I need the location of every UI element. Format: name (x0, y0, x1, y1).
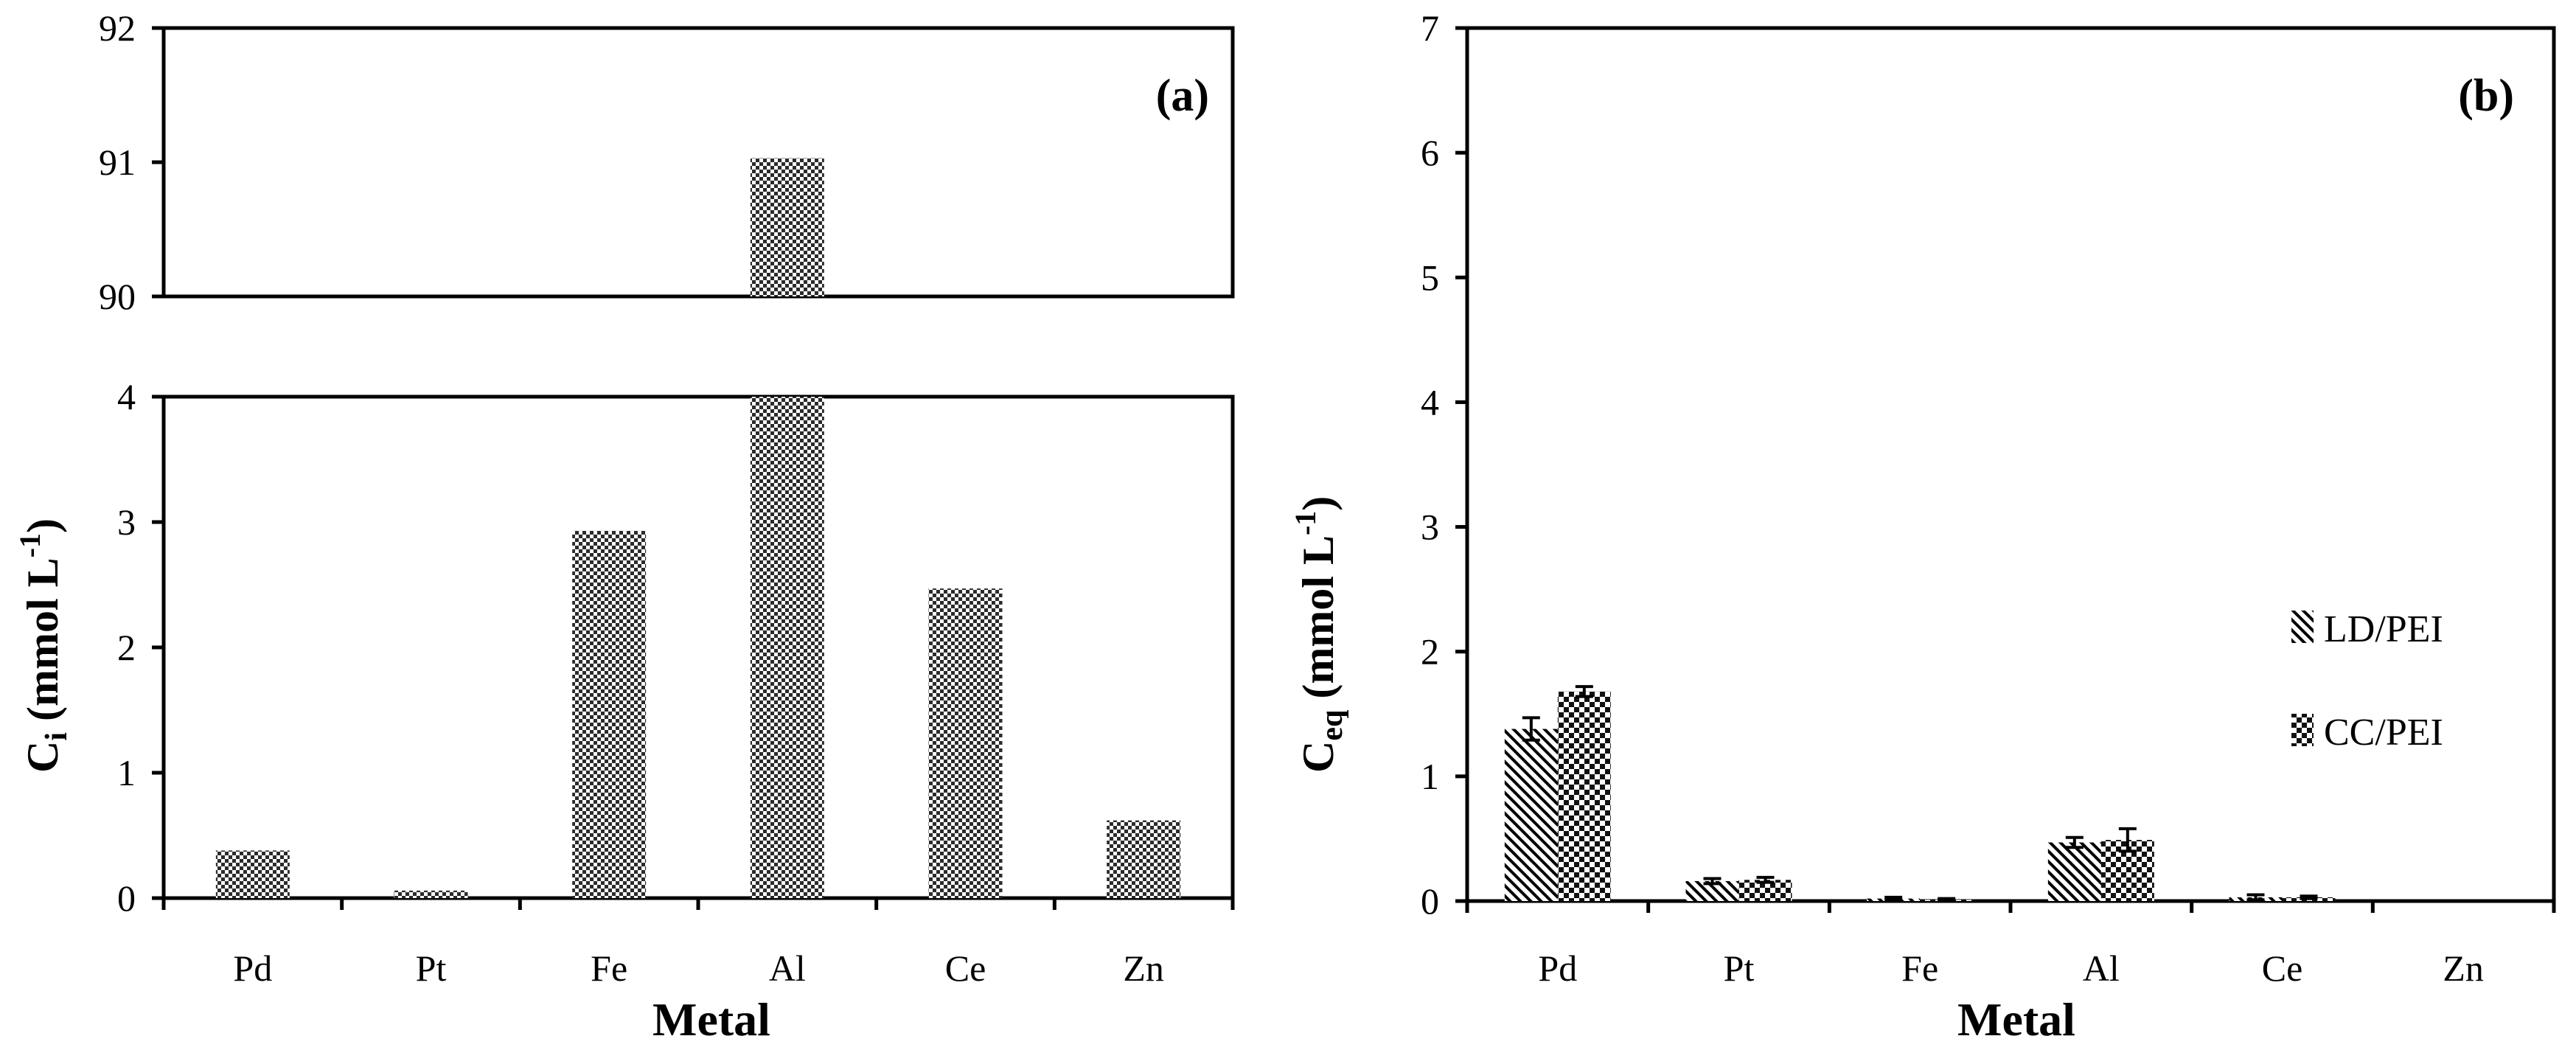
bar-ci-zn (1107, 820, 1181, 898)
bar-cc-pei-pd (1557, 691, 1611, 901)
panel-a-bars (215, 158, 1181, 898)
errorbar-ld-pei-pd (1522, 716, 1540, 742)
errorbar-ld-pei-ce (2246, 893, 2265, 902)
bar-ci-al-lower (750, 397, 824, 898)
panel-a-ylabel-main: C (18, 741, 67, 773)
panel-a-ylabel-unit: (mmol L (18, 557, 67, 732)
panel-b-xtick-al: Al (2083, 948, 2120, 989)
panel-a-x-tick-labels: Pd Pt Fe Al Ce Zn (233, 948, 1164, 989)
errorbar-cc-pei-pd (1575, 685, 1593, 698)
panel-b-y-tick-labels: 0 1 2 3 4 5 6 7 (1421, 7, 1439, 922)
errorbar-cc-pei-al (2118, 827, 2137, 853)
panel-a-ytick-90: 90 (99, 276, 136, 317)
panel-a-x-axis-title: Metal (652, 993, 770, 1046)
errorbar-cc-pei-fe (1938, 897, 1956, 903)
bar-ld-pei-al (2047, 842, 2101, 901)
panel-a-ytick-3: 3 (117, 501, 136, 543)
panel-b-xtick-ce: Ce (2262, 948, 2303, 989)
panel-b: Pd Pt Fe Al Ce Zn 0 1 2 3 4 5 6 7 (b) Metal Ceq (mmo… (1289, 7, 2556, 1046)
panel-b-ytick-7: 7 (1421, 7, 1439, 49)
panel-a-ytick-4: 4 (117, 376, 136, 417)
panel-a-xtick-zn: Zn (1123, 948, 1164, 989)
panel-a-xtick-pt: Pt (416, 948, 447, 989)
panel-b-ytick-5: 5 (1421, 257, 1439, 298)
panel-a-y-axis-title: Ci (mmol L-1) (13, 518, 74, 773)
panel-b-ylabel-sup: -1 (1289, 511, 1322, 535)
panel-a-ylabel-sup: -1 (13, 533, 46, 557)
panel-b-ytick-2: 2 (1421, 631, 1439, 672)
bar-ci-al-upper (750, 158, 824, 296)
panel-a-ytick-2: 2 (117, 627, 136, 668)
bar-ci-pt (394, 890, 468, 898)
bar-ld-pei-pd (1504, 729, 1558, 901)
panel-b-ylabel-main: C (1294, 741, 1343, 773)
panel-a-xtick-al: Al (769, 948, 806, 989)
panel-b-xtick-pt: Pt (1724, 948, 1755, 989)
legend-swatch-cc-pei (2291, 714, 2314, 746)
panel-b-frame (1465, 26, 2556, 903)
panel-a-xtick-pd: Pd (233, 948, 272, 989)
panel-b-label: (b) (2458, 71, 2514, 121)
panel-b-x-axis-title: Metal (1957, 993, 2075, 1046)
errorbar-ld-pei-al (2065, 835, 2084, 849)
panel-b-y-axis-title: Ceq (mmol L-1) (1289, 496, 1349, 773)
panel-b-bars (1504, 691, 2336, 901)
panel-b-ylabel-sub: eq (1315, 710, 1349, 741)
panel-a-label: (a) (1156, 71, 1209, 121)
panel-a-lower-axes (152, 394, 1235, 910)
panel-a-ylabel-sub: i (40, 732, 74, 741)
svg-text:Ceq (mmol L-1): Ceq (mmol L-1) (1289, 496, 1349, 773)
panel-a-upper-frame (161, 26, 1235, 299)
bar-ci-ce (928, 588, 1003, 898)
panel-b-error-bars (1522, 685, 2318, 903)
panel-b-ylabel-unit: (mmol L (1294, 535, 1343, 710)
panel-a-ytick-1: 1 (117, 752, 136, 793)
panel-a-ylabel-close: ) (18, 518, 67, 533)
panel-b-ytick-1: 1 (1421, 756, 1439, 797)
bar-ci-fe (572, 530, 647, 898)
panel-a-ytick-92: 92 (99, 7, 136, 49)
panel-b-ytick-3: 3 (1421, 507, 1439, 548)
panel-b-ytick-0: 0 (1421, 880, 1439, 922)
errorbar-ld-pei-pt (1703, 877, 1722, 886)
panel-b-xtick-fe: Fe (1901, 948, 1938, 989)
panel-a-y-tick-labels: 0 1 2 3 4 90 91 92 (99, 7, 136, 919)
panel-a: Pd Pt Fe Al Ce Zn 0 1 2 3 4 90 91 92 (a) Metal Ci (m… (13, 7, 1235, 1046)
panel-b-ylabel-close: ) (1294, 496, 1343, 511)
panel-a-upper-axes (152, 26, 1235, 299)
panel-b-legend: LD/PEI CC/PEI (2291, 608, 2443, 754)
errorbar-cc-pei-pt (1756, 875, 1775, 884)
panel-a-ytick-91: 91 (99, 142, 136, 183)
panel-b-xtick-zn: Zn (2443, 948, 2484, 989)
panel-b-xtick-pd: Pd (1538, 948, 1577, 989)
legend-label-ld-pei: LD/PEI (2324, 608, 2443, 650)
svg-text:Ci (mmol L-1): Ci (mmol L-1) (13, 518, 74, 773)
errorbar-ld-pei-fe (1884, 895, 1903, 902)
legend-swatch-ld-pei (2291, 611, 2314, 643)
panel-b-ytick-4: 4 (1421, 381, 1439, 423)
panel-a-xtick-fe: Fe (591, 948, 627, 989)
errorbar-cc-pei-ce (2300, 894, 2318, 900)
bar-ci-pd (215, 850, 290, 898)
panel-b-axes (1455, 26, 2556, 913)
panel-b-x-tick-labels: Pd Pt Fe Al Ce Zn (1538, 948, 2484, 989)
panel-a-ytick-0: 0 (117, 877, 136, 919)
panel-a-xtick-ce: Ce (945, 948, 986, 989)
panel-b-ytick-6: 6 (1421, 132, 1439, 173)
panel-a-lower-frame (161, 394, 1235, 900)
legend-label-cc-pei: CC/PEI (2324, 712, 2443, 754)
